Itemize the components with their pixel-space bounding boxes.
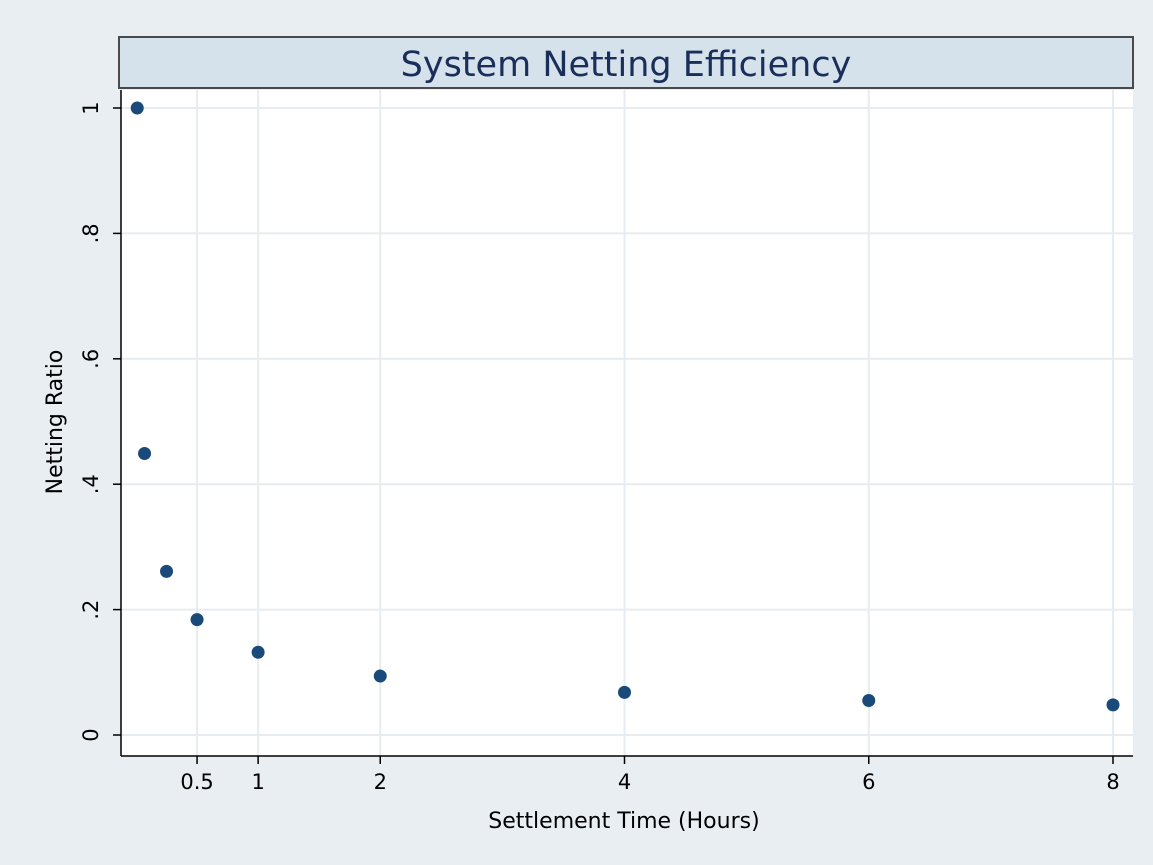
y-tick-label: 1 — [79, 101, 103, 114]
y-tick-label: .2 — [79, 600, 103, 620]
x-axis-label: Settlement Time (Hours) — [488, 809, 759, 834]
x-tick-label: 1 — [251, 770, 264, 794]
y-tick-label: .8 — [79, 223, 103, 243]
data-points — [130, 101, 1120, 712]
y-tick-label: 0 — [79, 728, 103, 741]
x-tick-label: 0.5 — [180, 770, 213, 794]
data-point — [190, 613, 204, 627]
y-tick-label: .4 — [79, 474, 103, 494]
data-point — [618, 685, 631, 699]
y-tick-label: .6 — [79, 349, 103, 369]
data-point — [862, 694, 876, 708]
plot-area — [121, 90, 1133, 756]
x-tick-label: 4 — [618, 770, 631, 794]
gridlines — [121, 90, 1133, 756]
y-axis-label: Netting Ratio — [43, 350, 68, 495]
data-point — [373, 669, 387, 683]
x-tick-label: 2 — [374, 770, 387, 794]
y-axis-ticks: 0 .2 .4 .6 .8 1 — [79, 101, 121, 742]
x-axis-ticks: 0.5 1 2 4 6 8 — [180, 756, 1120, 794]
data-point — [138, 446, 152, 460]
data-point — [130, 101, 144, 115]
data-point — [160, 564, 174, 578]
data-point — [1106, 698, 1120, 712]
x-tick-label: 8 — [1106, 770, 1119, 794]
chart-title: System Netting Efficiency — [401, 45, 852, 85]
title-box — [118, 36, 1134, 89]
x-tick-label: 6 — [862, 770, 875, 794]
data-point — [251, 645, 265, 659]
